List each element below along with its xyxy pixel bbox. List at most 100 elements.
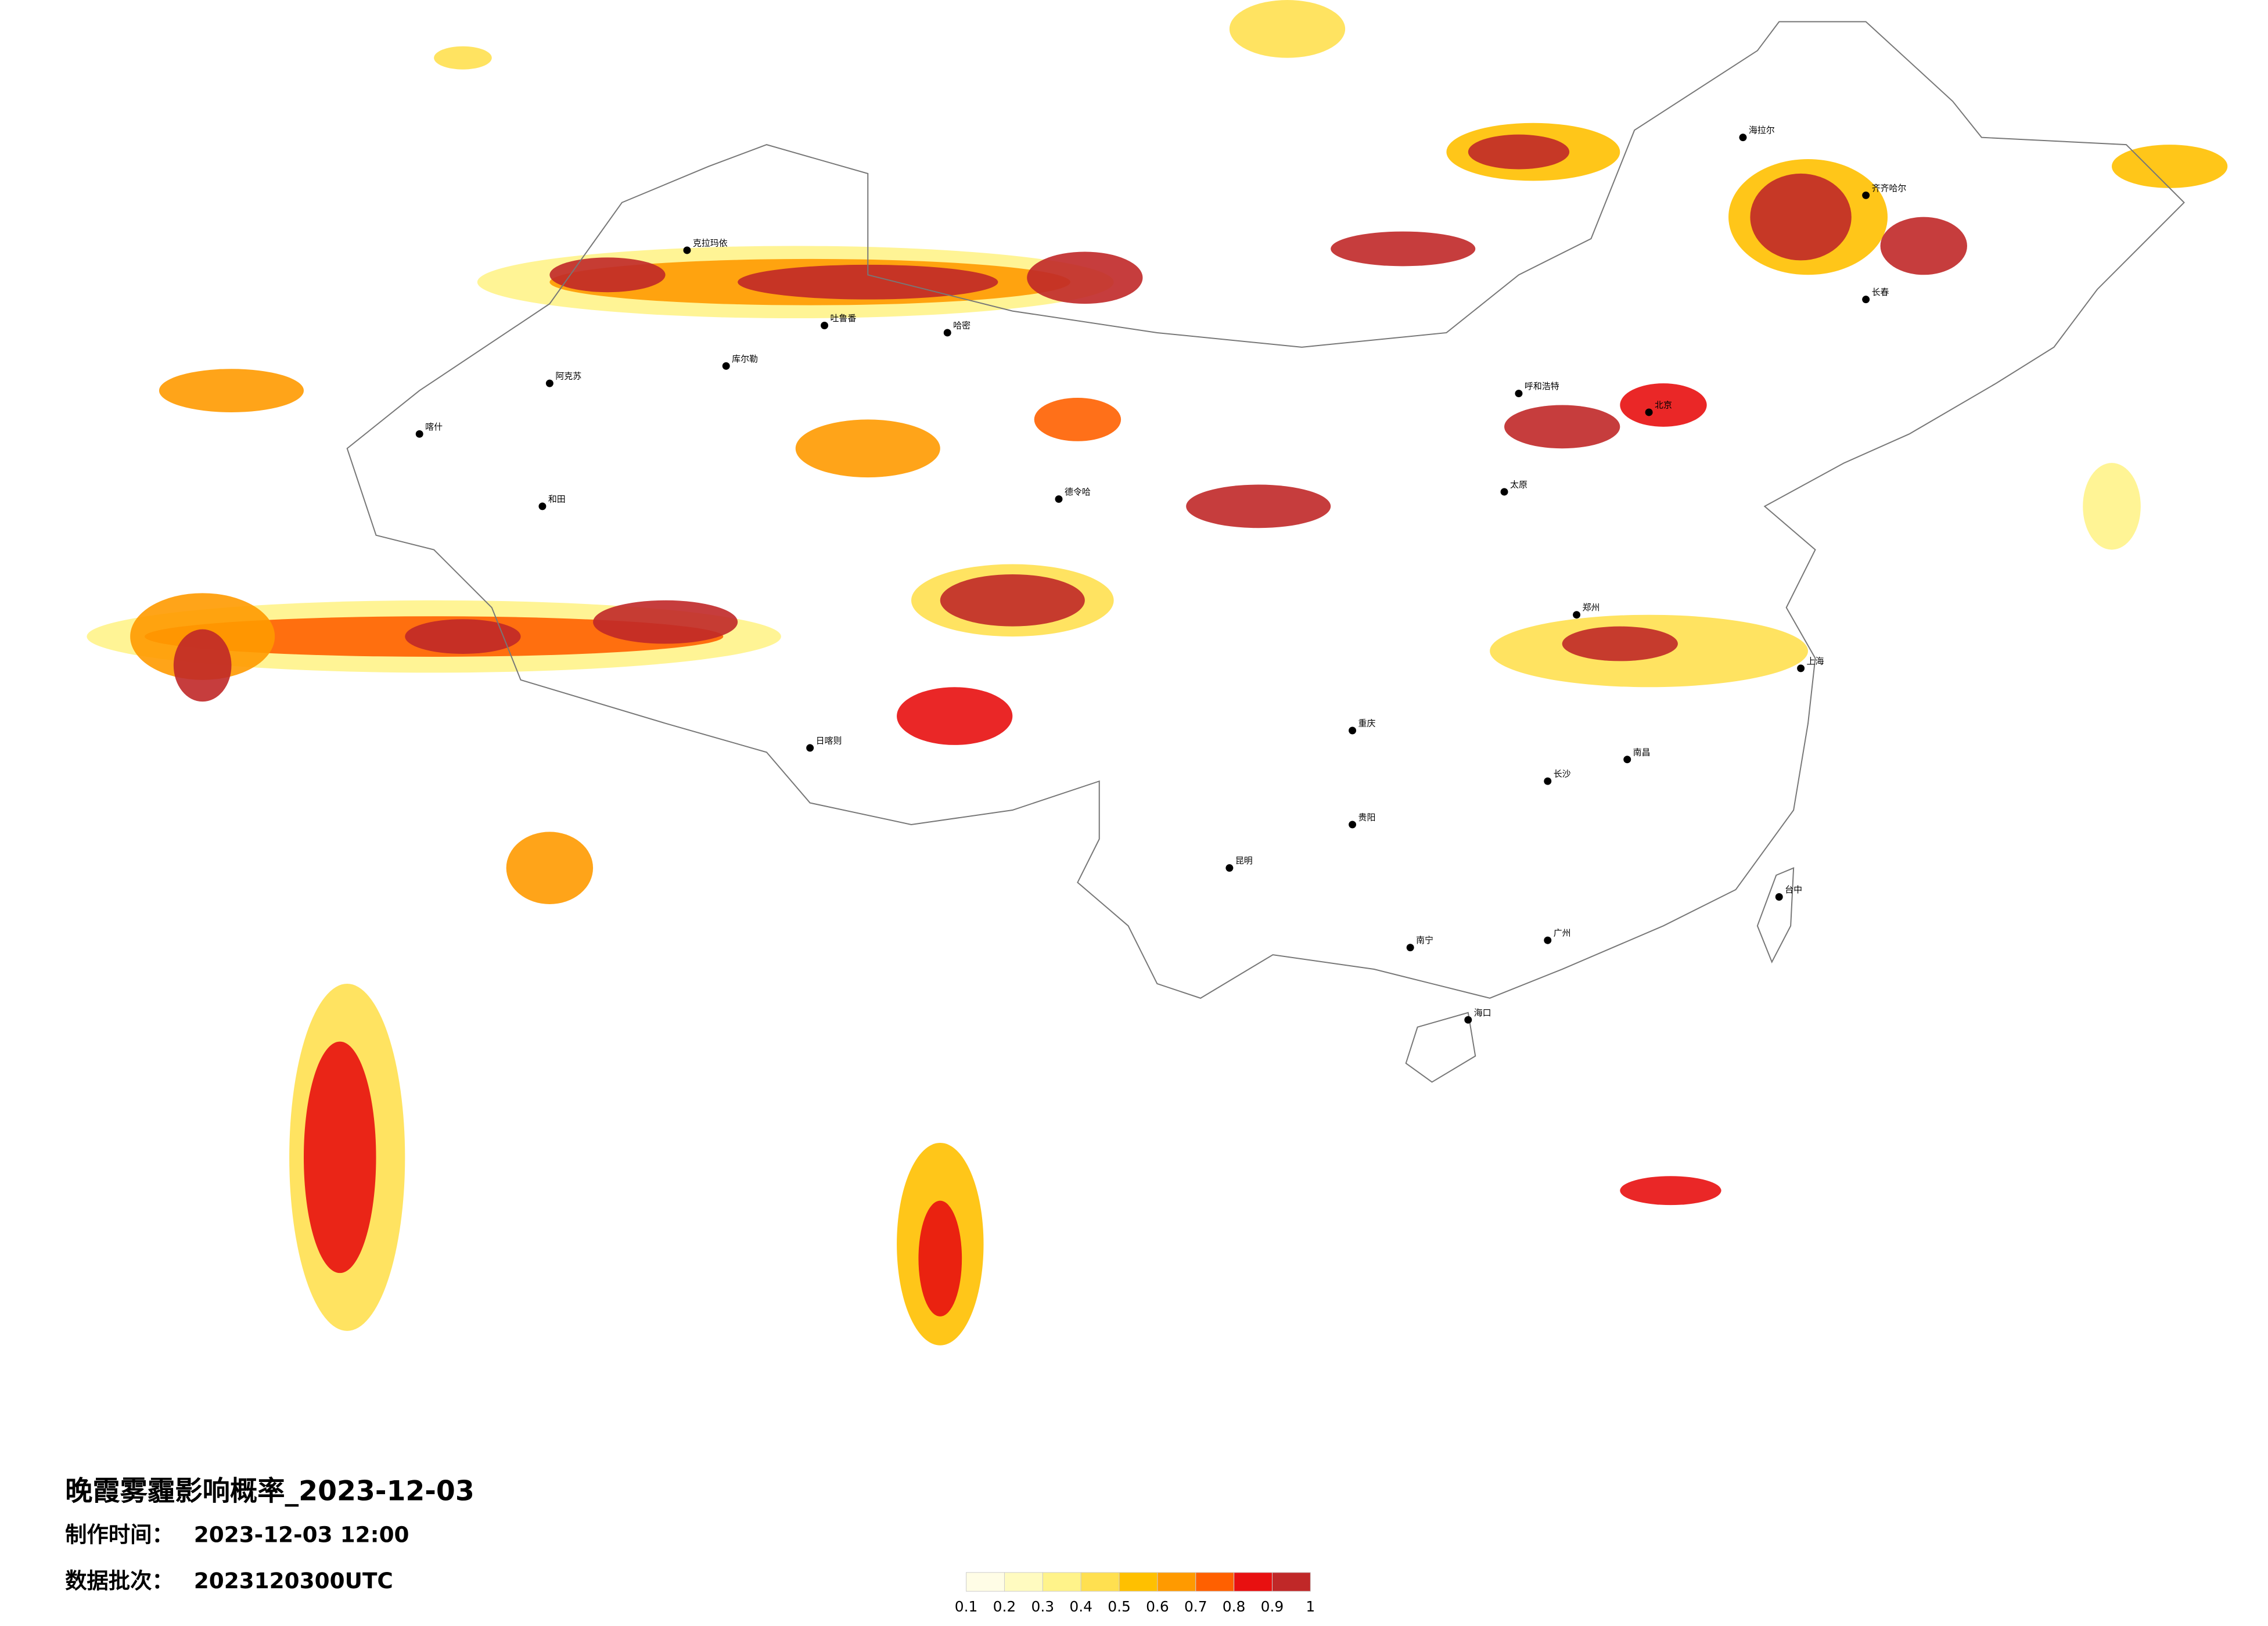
haze-blob [506, 832, 594, 904]
haze-blob [1186, 484, 1331, 528]
city-dot [806, 744, 814, 752]
city-label: 上海 [1807, 656, 1824, 666]
city-dot [1862, 296, 1870, 304]
city-label: 长沙 [1554, 769, 1571, 779]
city-dot [722, 362, 730, 370]
colorbar-swatch [1080, 1572, 1120, 1592]
city-dot [1544, 777, 1552, 785]
haze-probability-field [87, 0, 2228, 1346]
made-label: 制作时间： [65, 1522, 174, 1548]
city-dot [1055, 495, 1063, 503]
haze-blob [1504, 405, 1620, 449]
city-label: 海拉尔 [1749, 125, 1775, 135]
haze-blob [1034, 398, 1122, 441]
city-dot [1797, 664, 1805, 672]
colorbar-swatch [1234, 1572, 1273, 1592]
haze-blob [593, 600, 738, 644]
colorbar-tick-label: 0.4 [1069, 1598, 1092, 1615]
city-dot [1500, 488, 1508, 496]
city-dot [683, 246, 691, 254]
country-outline [346, 21, 2185, 999]
colorbar-swatch [1042, 1572, 1081, 1592]
city-label: 太原 [1510, 479, 1527, 490]
haze-blob [549, 257, 666, 293]
city-label: 重庆 [1358, 718, 1376, 729]
city-label: 长春 [1872, 287, 1889, 297]
haze-blob [159, 369, 304, 412]
city-dot [1406, 944, 1414, 952]
city-label: 齐齐哈尔 [1872, 183, 1907, 193]
city-label: 吐鲁番 [831, 313, 857, 323]
city-dot [1623, 756, 1631, 764]
haze-blob [1331, 231, 1476, 267]
colorbar-tick-label: 0.9 [1261, 1598, 1284, 1615]
haze-blob [303, 1041, 376, 1274]
haze-blob [897, 687, 1013, 745]
colorbar-tick-label: 0.7 [1184, 1598, 1207, 1615]
city-label: 和田 [548, 494, 566, 504]
city-label: 广州 [1554, 928, 1571, 938]
city-dot [415, 430, 423, 438]
taiwan-outline [1756, 867, 1795, 963]
batch: 2023120300UTC [194, 1568, 393, 1593]
city-label: 海口 [1474, 1008, 1491, 1018]
colorbar-tick-label: 0.3 [1031, 1598, 1055, 1615]
haze-blob [173, 629, 232, 702]
haze-blob [1750, 173, 1852, 261]
map-title: 晚霞雾霾影响概率_2023-12-03 [65, 1475, 475, 1507]
city-dot [1515, 390, 1523, 398]
haze-blob [940, 574, 1085, 627]
colorbar-swatch [1004, 1572, 1043, 1592]
made-time: 2023-12-03 12:00 [194, 1522, 409, 1548]
colorbar-tick-label: 0.2 [993, 1598, 1016, 1615]
colorbar-tick-label: 0.1 [955, 1598, 978, 1615]
haze-blob [405, 619, 521, 654]
haze-blob [2083, 463, 2141, 550]
haze-blob [2112, 145, 2228, 188]
colorbar-swatch [1119, 1572, 1158, 1592]
colorbar-swatch [966, 1572, 1005, 1592]
city-label: 克拉玛依 [693, 238, 728, 248]
city-label: 南昌 [1633, 747, 1651, 757]
city-dot [1544, 936, 1552, 944]
city-dot [1349, 821, 1357, 829]
city-dot [1573, 611, 1581, 619]
haze-blob [1880, 217, 1967, 275]
city-label: 库尔勒 [732, 354, 758, 364]
city-dot [1645, 408, 1653, 416]
colorbar-swatch [1271, 1572, 1311, 1592]
haze-blob [1468, 134, 1570, 170]
city-label: 日喀则 [816, 735, 842, 746]
haze-blob [1027, 251, 1143, 304]
colorbar-tick-label: 0.8 [1223, 1598, 1246, 1615]
city-label: 南宁 [1416, 935, 1433, 945]
city-label: 喀什 [425, 422, 443, 432]
city-label: 德令哈 [1065, 487, 1091, 497]
city-dot [1349, 726, 1357, 735]
city-label: 呼和浩特 [1525, 381, 1559, 391]
city-label: 阿克苏 [555, 371, 581, 382]
city-dot [538, 502, 547, 510]
city-dot [943, 329, 951, 337]
city-dot [545, 379, 553, 387]
haze-blob [795, 419, 940, 478]
haze-blob [1229, 0, 1346, 58]
city-label: 郑州 [1583, 602, 1600, 613]
city-dot [1464, 1016, 1472, 1024]
city-dot [1862, 191, 1870, 199]
colorbar: 0.1 0.2 0.3 0.4 0.5 0.6 0.7 0.8 0.9 1 [955, 1572, 1315, 1615]
haze-blob [434, 46, 492, 70]
haze-blob [1620, 1176, 1721, 1206]
city-dot [1225, 864, 1234, 872]
colorbar-swatch [1157, 1572, 1196, 1592]
city-dot [1739, 134, 1747, 142]
hainan-outline [1405, 1012, 1476, 1083]
colorbar-swatch [1195, 1572, 1235, 1592]
colorbar-tick-label: 0.5 [1108, 1598, 1131, 1615]
city-label: 昆明 [1235, 855, 1253, 866]
city-label: 贵阳 [1358, 812, 1376, 822]
batch-label: 数据批次： [65, 1568, 174, 1593]
city-dot [1775, 893, 1783, 901]
